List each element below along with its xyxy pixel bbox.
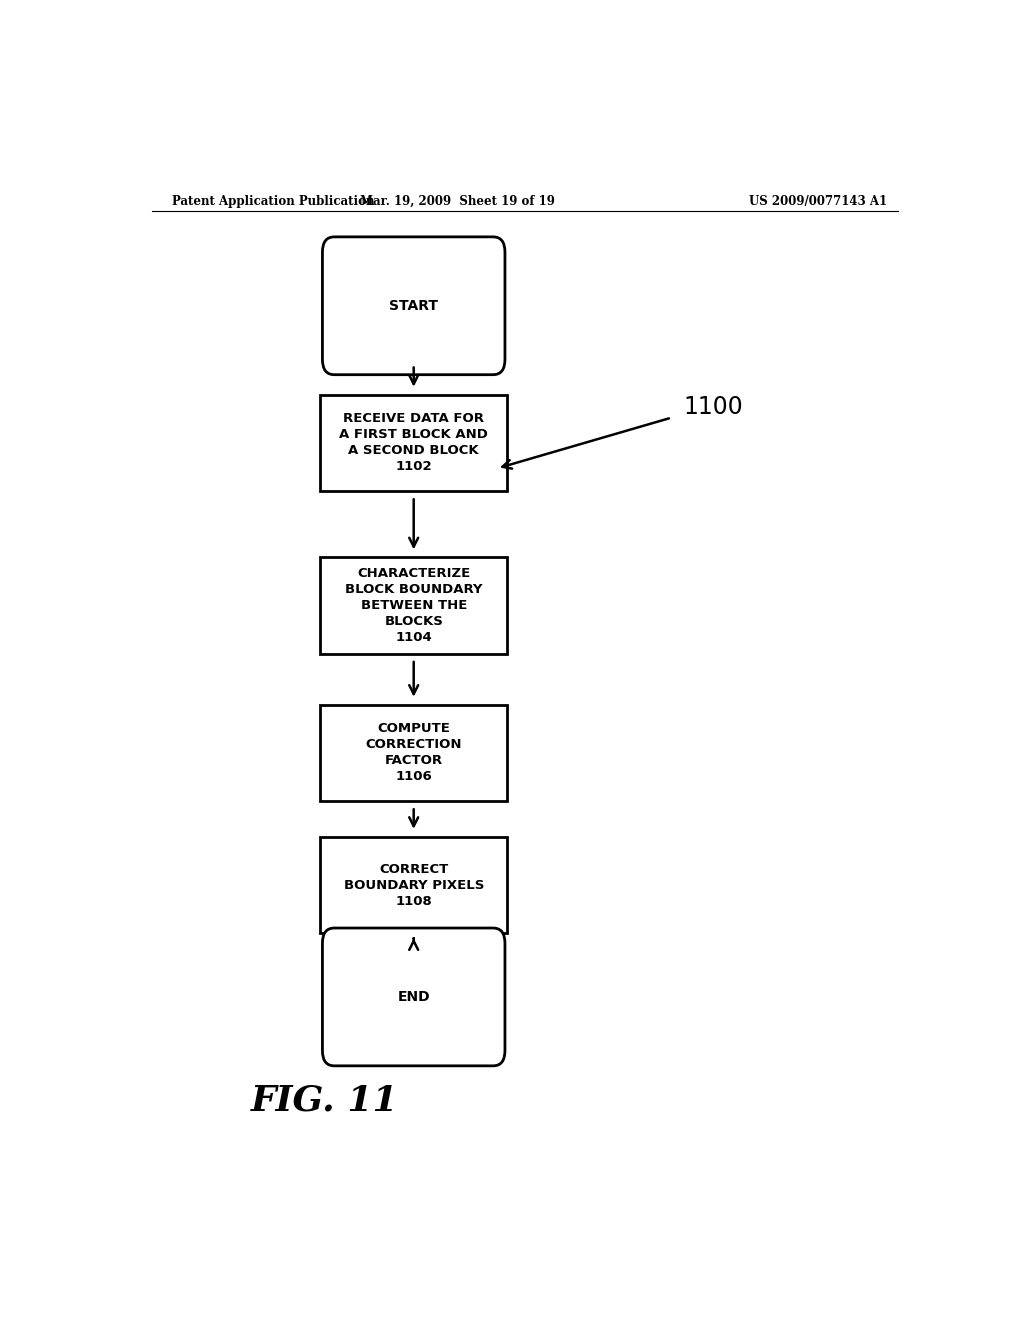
Text: START: START (389, 298, 438, 313)
FancyBboxPatch shape (321, 557, 507, 653)
FancyBboxPatch shape (321, 395, 507, 491)
Text: Patent Application Publication: Patent Application Publication (172, 194, 374, 207)
Text: CHARACTERIZE
BLOCK BOUNDARY
BETWEEN THE
BLOCKS
1104: CHARACTERIZE BLOCK BOUNDARY BETWEEN THE … (345, 568, 482, 644)
Text: 1100: 1100 (684, 396, 743, 420)
FancyBboxPatch shape (321, 837, 507, 933)
FancyBboxPatch shape (323, 928, 505, 1065)
Text: RECEIVE DATA FOR
A FIRST BLOCK AND
A SECOND BLOCK
1102: RECEIVE DATA FOR A FIRST BLOCK AND A SEC… (339, 412, 488, 474)
Text: COMPUTE
CORRECTION
FACTOR
1106: COMPUTE CORRECTION FACTOR 1106 (366, 722, 462, 784)
FancyBboxPatch shape (321, 705, 507, 801)
Text: FIG. 11: FIG. 11 (251, 1084, 398, 1118)
Text: END: END (397, 990, 430, 1005)
Text: US 2009/0077143 A1: US 2009/0077143 A1 (750, 194, 888, 207)
FancyBboxPatch shape (323, 236, 505, 375)
Text: CORRECT
BOUNDARY PIXELS
1108: CORRECT BOUNDARY PIXELS 1108 (343, 863, 484, 908)
Text: Mar. 19, 2009  Sheet 19 of 19: Mar. 19, 2009 Sheet 19 of 19 (359, 194, 555, 207)
